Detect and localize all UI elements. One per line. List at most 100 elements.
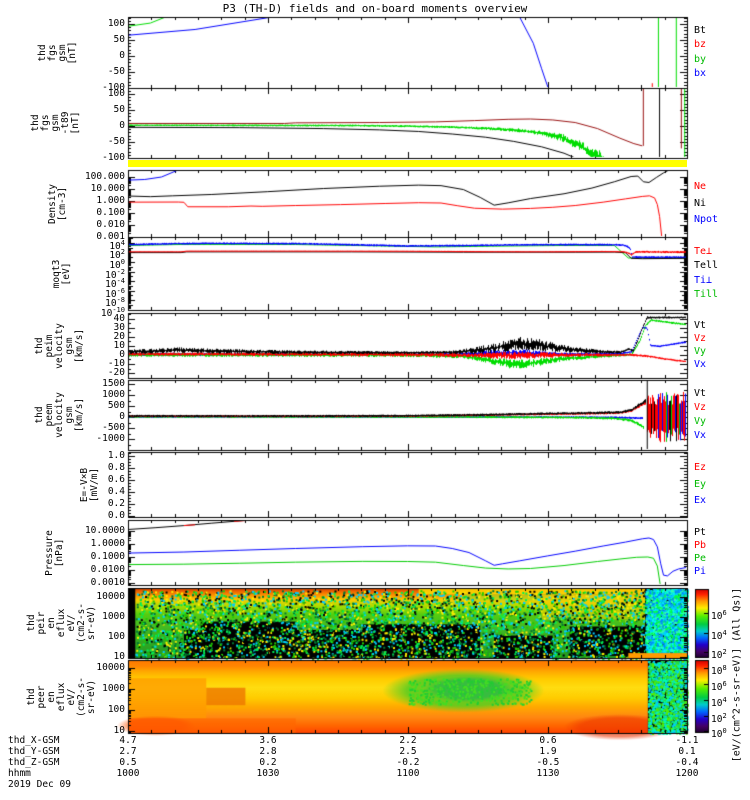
colorbar-tick-label: 102 <box>711 647 727 661</box>
axis-value: 1.9 <box>526 747 570 757</box>
ytick-label: 1.000 <box>79 196 125 206</box>
ytick-label: -50 <box>79 67 125 77</box>
ytick-label: 0.010 <box>79 220 125 230</box>
axis-value: 2.5 <box>386 747 430 757</box>
colorbar-tick-label: 104 <box>711 628 727 642</box>
axis-value: 3.6 <box>246 736 290 746</box>
axis-value: 4.7 <box>106 736 150 746</box>
colorbar-tick-label: 108 <box>711 663 727 677</box>
axis-value: 0.5 <box>106 758 150 768</box>
legend-bx: bx <box>694 69 706 79</box>
panel-left-label-peim-velocity: thd peim velocity gsm [km/s] <box>35 323 85 369</box>
ytick-label: -1000 <box>79 434 125 444</box>
ytick-label: 500 <box>79 401 125 411</box>
panel-left-label-peer-en-eflux: thd peer en eflux eV/ (cm2-s- sr-eV) <box>27 676 97 716</box>
colorbar-tick-label: 106 <box>711 679 727 693</box>
axis-date-label: 2019 Dec 09 <box>8 780 71 790</box>
axis-value: 1200 <box>665 769 709 779</box>
axis-value: 1000 <box>106 769 150 779</box>
ytick-label: -500 <box>79 423 125 433</box>
panel-left-label-moqt3: moqt3 [eV] <box>52 259 72 288</box>
ytick-label: 10.0000 <box>79 526 125 536</box>
legend-npot: Npot <box>694 215 718 225</box>
panel-left-label-density: Density [cm-3] <box>48 183 68 223</box>
ytick-label: 0.100 <box>79 208 125 218</box>
ytick-label: 0.0010 <box>79 578 125 588</box>
status-bar-yellow <box>128 160 687 167</box>
axis-value: 1130 <box>526 769 570 779</box>
axis-value: 1100 <box>386 769 430 779</box>
ytick-label: 50 <box>79 105 125 115</box>
panel-left-label-pressure: Pressure [nPa] <box>45 530 65 576</box>
ytick-label: 100.000 <box>79 172 125 182</box>
legend-vx: Vx <box>694 360 706 370</box>
axis-value: 2.7 <box>106 747 150 757</box>
panel-left-label-peir-en-eflux: thd peir en eflux eV/ (cm2-s- sr-eV) <box>27 603 97 643</box>
ytick-label: 1500 <box>79 379 125 389</box>
ytick-label: 10000 <box>79 663 125 673</box>
legend-vy: Vy <box>694 417 706 427</box>
axis-value: 1030 <box>246 769 290 779</box>
ytick-label: 0.1000 <box>79 552 125 562</box>
ytick-label: 100 <box>79 19 125 29</box>
axis-value: -0.4 <box>665 758 709 768</box>
ytick-label: 10 <box>79 652 125 662</box>
legend-pi: Pi <box>694 567 706 577</box>
ytick-label: 0.0 <box>79 511 125 521</box>
legend-till: Till <box>694 290 718 300</box>
ytick-label: 10.000 <box>79 184 125 194</box>
legend-pt: Pt <box>694 528 706 538</box>
legend-pe: Pe <box>694 554 706 564</box>
ytick-label: -100 <box>79 153 125 163</box>
panel-left-label-fgs-gsm-t89: thd fgs gsm -t89 [nT] <box>31 112 81 135</box>
legend-te⊥: Te⊥ <box>694 247 712 257</box>
colorbar-tick-label: 100 <box>711 726 727 740</box>
ytick-label: -50 <box>79 137 125 147</box>
axis-row-label: thd_Z-GSM <box>8 758 59 768</box>
axis-value: 0.2 <box>246 758 290 768</box>
axis-value: -0.2 <box>386 758 430 768</box>
ytick-label: -20 <box>79 368 125 378</box>
axis-value: 0.1 <box>665 747 709 757</box>
panel-left-label-peem-velocity: thd peem velocity gsm [km/s] <box>35 392 85 438</box>
legend-ne: Ne <box>694 182 706 192</box>
legend-bz: bz <box>694 40 706 50</box>
legend-vt: Vt <box>694 321 706 331</box>
ytick-label: 100 <box>79 89 125 99</box>
colorbar-unit-label: [eV/(cm^2-s-sr-eV)] (All Qs)] <box>732 588 743 763</box>
axis-row-label: thd_X-GSM <box>8 736 59 746</box>
axis-value: -0.5 <box>526 758 570 768</box>
legend-ez: Ez <box>694 463 706 473</box>
legend-vx: Vx <box>694 431 706 441</box>
ytick-label: 10000 <box>79 592 125 602</box>
legend-pb: Pb <box>694 541 706 551</box>
panel-left-label-efield: E=-V×B [mV/m] <box>80 467 100 501</box>
colorbar-tick-label: 102 <box>711 711 727 725</box>
legend-ex: Ex <box>694 496 706 506</box>
ytick-label: 0 <box>79 121 125 131</box>
ytick-label: 1.0000 <box>79 539 125 549</box>
plot-screen: P3 (TH-D) fields and on-board moments ov… <box>0 0 750 800</box>
axis-value: 2.2 <box>386 736 430 746</box>
legend-vt: Vt <box>694 389 706 399</box>
ytick-label: 10 <box>79 726 125 736</box>
panel-left-label-fgs-gsm: thd fgs gsm [nT] <box>38 41 78 64</box>
axis-value: -1.1 <box>665 736 709 746</box>
ytick-label: 1.0 <box>79 451 125 461</box>
ytick-label: 50 <box>79 35 125 45</box>
ytick-label: 0 <box>79 51 125 61</box>
legend-ey: Ey <box>694 480 706 490</box>
axis-value: 2.8 <box>246 747 290 757</box>
ytick-label: 0 <box>79 412 125 422</box>
axis-row-label: thd_Y-GSM <box>8 747 59 757</box>
legend-by: by <box>694 55 706 65</box>
legend-ti⊥: Ti⊥ <box>694 276 712 286</box>
colorbar-tick-label: 104 <box>711 695 727 709</box>
ytick-label: 0.0100 <box>79 565 125 575</box>
legend-vz: Vz <box>694 334 706 344</box>
axis-value: 0.6 <box>526 736 570 746</box>
legend-ni: Ni <box>694 199 706 209</box>
axis-row-label: hhmm <box>8 769 31 779</box>
legend-vz: Vz <box>694 403 706 413</box>
legend-tell: Tell <box>694 261 718 271</box>
